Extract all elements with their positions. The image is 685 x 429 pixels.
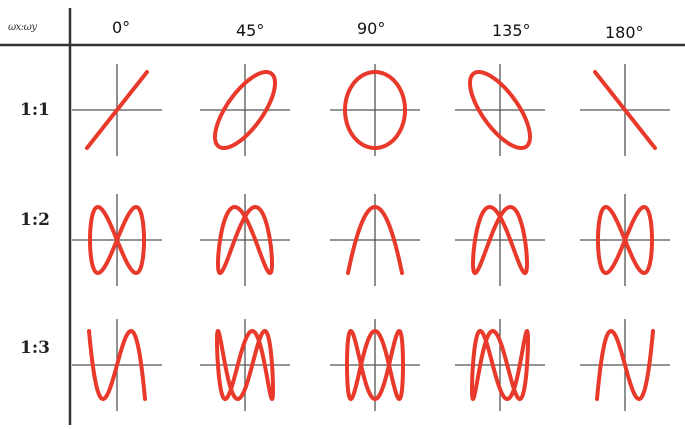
lissajous-curve-1-2-90 <box>346 205 404 275</box>
lissajous-curve-1-1-45 <box>213 70 277 150</box>
lissajous-curve-1-2-180 <box>596 205 654 275</box>
lissajous-curve-1-1-0 <box>85 70 149 150</box>
lissajous-curve-1-3-90 <box>345 329 405 401</box>
header-phase-180: 180° <box>605 23 644 42</box>
lissajous-curve-1-1-180 <box>593 70 657 150</box>
lissajous-curve-1-1-90 <box>343 70 407 150</box>
lissajous-curve-1-3-45 <box>215 329 275 401</box>
header-phase-135: 135° <box>492 21 531 40</box>
lissajous-curve-1-3-180 <box>595 329 655 401</box>
header-phase-0: 0° <box>112 18 131 37</box>
lissajous-curve-1-2-0 <box>88 205 146 275</box>
row-label-1-2: 1:2 <box>20 210 50 230</box>
row-label-1-3: 1:3 <box>20 338 50 358</box>
lissajous-curve-1-2-45 <box>216 205 274 275</box>
lissajous-curve-1-3-135 <box>470 329 530 401</box>
row-label-1-1: 1:1 <box>20 100 50 120</box>
lissajous-curve-1-2-135 <box>471 205 529 275</box>
lissajous-curve-1-3-0 <box>87 329 147 401</box>
header-phase-90: 90° <box>357 19 386 38</box>
header-phase-45: 45° <box>236 21 265 40</box>
lissajous-curve-1-1-135 <box>468 70 532 150</box>
corner-label: ωx:ωy <box>8 22 37 33</box>
